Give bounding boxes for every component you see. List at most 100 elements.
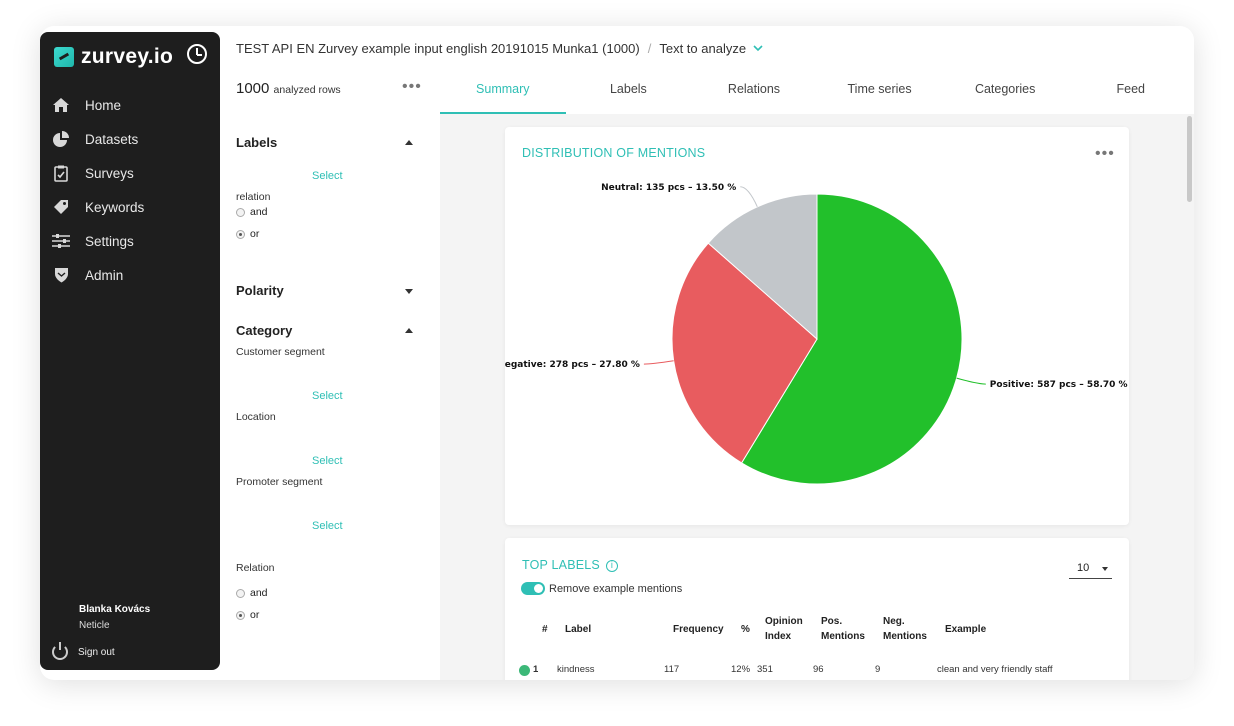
user-organization: Neticle — [79, 620, 110, 631]
polarity-filter-title[interactable]: Polarity — [236, 283, 284, 298]
sidebar-item-settings[interactable]: Settings — [52, 224, 144, 258]
column-header-opinion-index[interactable]: Opinion Index — [765, 616, 803, 642]
relation2-or-radio[interactable]: or — [236, 609, 259, 621]
pie-leader-line-negative — [643, 360, 674, 365]
sidebar-item-label: Keywords — [85, 199, 145, 215]
tab-relations[interactable]: Relations — [727, 82, 781, 96]
pie-chart-icon — [52, 130, 70, 148]
column-header-frequency[interactable]: Frequency — [673, 624, 724, 635]
collapse-caret-icon[interactable] — [405, 328, 413, 333]
tab-summary[interactable]: Summary — [440, 76, 566, 114]
top-labels-title: TOP LABELS i — [522, 558, 618, 572]
row-frequency: 117 — [664, 664, 680, 675]
relation2-and-radio[interactable]: and — [236, 587, 268, 599]
sidebar-item-label: Settings — [85, 233, 134, 249]
column-header-label[interactable]: Label — [565, 624, 592, 635]
expand-caret-icon[interactable] — [405, 289, 413, 294]
sidebar-item-admin[interactable]: Admin — [52, 258, 144, 292]
distribution-card: DISTRIBUTION OF MENTIONS ••• Positive: 5… — [505, 127, 1129, 525]
row-opinion-index: 351 — [757, 664, 773, 675]
row-rank: 1 — [533, 664, 539, 675]
breadcrumb: TEST API EN Zurvey example input english… — [236, 41, 763, 56]
relation-or-radio[interactable]: or — [236, 228, 259, 240]
pie-slice-neutral[interactable] — [707, 193, 818, 341]
row-example: clean and very friendly staff — [937, 664, 1053, 675]
column-header-rank[interactable]: # — [542, 624, 548, 635]
page-size-select[interactable]: 10 — [1069, 562, 1112, 579]
clipboard-icon — [52, 164, 70, 182]
vertical-scrollbar[interactable] — [1187, 116, 1192, 202]
logo-text: zurvey.io — [81, 45, 174, 68]
tab-feed[interactable]: Feed — [1116, 82, 1146, 96]
pie-slice-positive[interactable] — [740, 193, 963, 485]
rows-count-label: analyzed rows — [273, 84, 341, 96]
promoter-segment-label: Promoter segment — [236, 476, 323, 488]
remove-example-mentions-toggle[interactable] — [521, 582, 545, 595]
column-header-percent[interactable]: % — [741, 624, 750, 635]
breadcrumb-dataset[interactable]: TEST API EN Zurvey example input english… — [236, 41, 640, 56]
pie-leader-line-positive — [956, 377, 986, 385]
breadcrumb-separator: / — [647, 41, 652, 56]
sidebar-item-surveys[interactable]: Surveys — [52, 156, 144, 190]
sidebar-item-datasets[interactable]: Datasets — [52, 122, 144, 156]
radio-label: and — [250, 206, 268, 218]
tab-time-series[interactable]: Time series — [847, 82, 912, 96]
user-info: Blanka Kovács Neticle — [79, 604, 150, 631]
radio-dot — [236, 207, 245, 217]
relation-and-radio[interactable]: and — [236, 206, 268, 218]
card-more-icon[interactable]: ••• — [1095, 145, 1115, 162]
category-filter-title[interactable]: Category — [236, 323, 293, 338]
column-header-pos-mentions[interactable]: Pos. Mentions — [821, 616, 865, 642]
rows-count-value: 1000 — [236, 80, 270, 97]
shield-icon — [52, 266, 70, 284]
logo[interactable]: zurvey.io — [54, 45, 173, 69]
promoter-segment-select-link[interactable]: Select — [312, 520, 343, 532]
radio-dot-selected — [236, 610, 245, 620]
home-icon — [52, 96, 70, 114]
radio-label: or — [250, 609, 260, 621]
tab-bar: Summary Labels Relations Time series Cat… — [440, 76, 1194, 114]
location-select-link[interactable]: Select — [312, 455, 343, 467]
labels-filter-title[interactable]: Labels — [236, 135, 278, 150]
row-neg-mentions: 9 — [875, 664, 881, 675]
relation-label: Relation — [236, 562, 275, 574]
sign-out-label: Sign out — [78, 646, 115, 658]
breadcrumb-field[interactable]: Text to analyze — [659, 41, 747, 56]
row-label[interactable]: kindness — [557, 664, 595, 675]
tag-icon — [52, 198, 70, 216]
radio-label: or — [250, 228, 260, 240]
radio-label: and — [250, 587, 268, 599]
tab-labels[interactable]: Labels — [609, 82, 647, 96]
pie-label-neutral: Neutral: 135 pcs – 13.50 % — [601, 183, 736, 193]
info-icon[interactable]: i — [605, 560, 618, 572]
row-percent: 12% — [731, 664, 751, 675]
pie-slice-negative[interactable] — [671, 242, 818, 464]
location-label: Location — [236, 411, 276, 423]
top-labels-card: TOP LABELS i Remove example mentions 10 #… — [505, 538, 1129, 680]
chevron-down-icon[interactable] — [753, 43, 763, 55]
column-header-neg-mentions[interactable]: Neg. Mentions — [883, 616, 927, 642]
pie-chart: Positive: 587 pcs – 58.70 % Negative: 278… — [505, 183, 1128, 485]
positive-dot-icon — [519, 665, 530, 676]
history-clock-icon[interactable] — [187, 44, 207, 64]
column-header-example[interactable]: Example — [945, 624, 987, 635]
main-content: DISTRIBUTION OF MENTIONS ••• Positive: 5… — [440, 114, 1194, 680]
user-name: Blanka Kovács — [79, 604, 151, 615]
pie-label-negative: Negative: 278 pcs – 27.80 % — [505, 360, 640, 370]
filters-more-icon[interactable]: ••• — [402, 78, 422, 95]
sidebar-item-label: Admin — [85, 267, 124, 283]
app-window: zurvey.io Home Datasets Surveys — [40, 26, 1194, 680]
sidebar-item-home[interactable]: Home — [52, 88, 144, 122]
collapse-caret-icon[interactable] — [405, 140, 413, 145]
customer-segment-select-link[interactable]: Select — [312, 390, 343, 402]
tab-categories[interactable]: Categories — [974, 82, 1036, 96]
pie-label-positive: Positive: 587 pcs – 58.70 % — [990, 380, 1128, 390]
sidebar-item-label: Datasets — [85, 131, 139, 147]
sign-out-button[interactable]: Sign out — [52, 642, 115, 660]
sidebar-item-label: Home — [85, 97, 122, 113]
analyzed-rows: 1000 analyzed rows — [236, 80, 341, 97]
sidebar-nav: Home Datasets Surveys Keywords — [52, 88, 144, 292]
top-labels-title-text: TOP LABELS — [522, 558, 600, 572]
labels-select-link[interactable]: Select — [312, 170, 343, 182]
sidebar-item-keywords[interactable]: Keywords — [52, 190, 144, 224]
